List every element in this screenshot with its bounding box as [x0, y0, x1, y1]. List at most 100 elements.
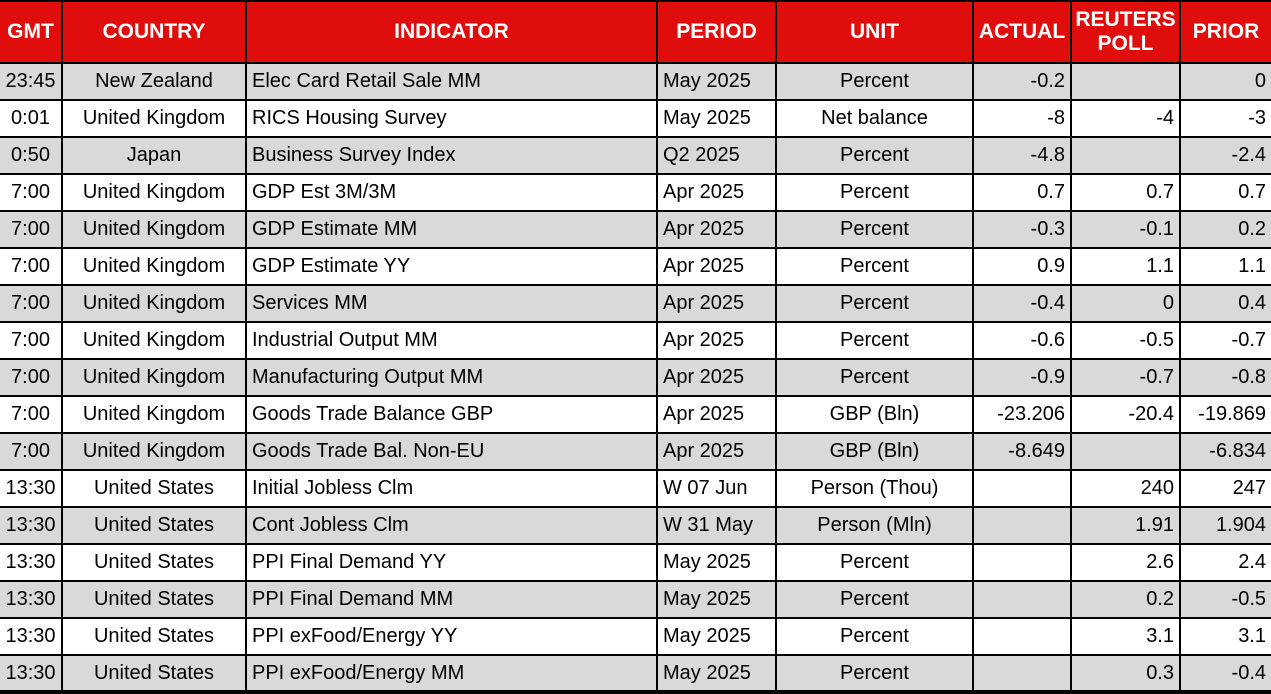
cell-country: United Kingdom: [61, 247, 247, 286]
table-row: 7:00 United Kingdom GDP Estimate MM Apr 202…: [0, 210, 1271, 249]
cell-prior: -0.5: [1179, 580, 1271, 619]
cell-country: United States: [61, 617, 247, 656]
cell-prior: -0.7: [1179, 321, 1271, 360]
cell-unit: Percent: [775, 136, 974, 175]
cell-reuters_poll: -20.4: [1070, 395, 1181, 434]
cell-gmt: 7:00: [0, 247, 63, 286]
cell-unit: Percent: [775, 173, 974, 212]
cell-prior: -0.4: [1179, 654, 1271, 694]
cell-actual: [972, 543, 1072, 582]
cell-unit: Percent: [775, 580, 974, 619]
header-gmt: GMT: [0, 0, 63, 64]
cell-unit: Percent: [775, 284, 974, 323]
cell-reuters_poll: 240: [1070, 469, 1181, 508]
table-row: 0:50 Japan Business Survey Index Q2 2025 Per…: [0, 136, 1271, 175]
cell-unit: Percent: [775, 617, 974, 656]
table-body: 23:45 New Zealand Elec Card Retail Sale MM…: [0, 62, 1271, 694]
cell-period: May 2025: [656, 62, 777, 101]
cell-prior: -19.869: [1179, 395, 1271, 434]
cell-country: United Kingdom: [61, 210, 247, 249]
cell-period: May 2025: [656, 543, 777, 582]
cell-prior: 0.4: [1179, 284, 1271, 323]
cell-period: Apr 2025: [656, 321, 777, 360]
cell-country: United States: [61, 543, 247, 582]
cell-reuters_poll: 2.6: [1070, 543, 1181, 582]
cell-period: May 2025: [656, 617, 777, 656]
header-row: GMT COUNTRY INDICATOR PERIOD UNIT ACTUAL REUTE…: [0, 0, 1271, 64]
cell-country: United Kingdom: [61, 395, 247, 434]
table-header: GMT COUNTRY INDICATOR PERIOD UNIT ACTUAL REUTE…: [0, 0, 1271, 64]
cell-indicator: Business Survey Index: [245, 136, 658, 175]
cell-country: United Kingdom: [61, 284, 247, 323]
cell-indicator: Elec Card Retail Sale MM: [245, 62, 658, 101]
cell-period: W 07 Jun: [656, 469, 777, 508]
header-actual: ACTUAL: [972, 0, 1072, 64]
cell-period: May 2025: [656, 654, 777, 694]
cell-indicator: GDP Est 3M/3M: [245, 173, 658, 212]
cell-indicator: Goods Trade Balance GBP: [245, 395, 658, 434]
cell-prior: -0.8: [1179, 358, 1271, 397]
table-row: 7:00 United Kingdom Industrial Output MM Ap…: [0, 321, 1271, 360]
cell-indicator: RICS Housing Survey: [245, 99, 658, 138]
header-reuters_poll: REUTERS POLL: [1070, 0, 1181, 64]
cell-gmt: 0:01: [0, 99, 63, 138]
cell-country: United Kingdom: [61, 358, 247, 397]
cell-gmt: 13:30: [0, 617, 63, 656]
cell-period: W 31 May: [656, 506, 777, 545]
cell-actual: -23.206: [972, 395, 1072, 434]
table-row: 7:00 United Kingdom Goods Trade Balance GB…: [0, 395, 1271, 434]
cell-indicator: Industrial Output MM: [245, 321, 658, 360]
cell-indicator: PPI exFood/Energy YY: [245, 617, 658, 656]
cell-actual: [972, 469, 1072, 508]
cell-prior: -3: [1179, 99, 1271, 138]
cell-gmt: 7:00: [0, 173, 63, 212]
cell-period: Apr 2025: [656, 210, 777, 249]
cell-actual: -0.9: [972, 358, 1072, 397]
cell-gmt: 13:30: [0, 506, 63, 545]
cell-gmt: 13:30: [0, 469, 63, 508]
cell-actual: -0.3: [972, 210, 1072, 249]
cell-gmt: 7:00: [0, 284, 63, 323]
cell-actual: -0.2: [972, 62, 1072, 101]
table-row: 13:30 United States PPI Final Demand MM May…: [0, 580, 1271, 619]
cell-indicator: PPI Final Demand YY: [245, 543, 658, 582]
cell-reuters_poll: [1070, 62, 1181, 101]
cell-actual: -8.649: [972, 432, 1072, 471]
cell-gmt: 7:00: [0, 358, 63, 397]
cell-unit: GBP (Bln): [775, 432, 974, 471]
table-row: 13:30 United States Initial Jobless Clm W 0…: [0, 469, 1271, 508]
cell-unit: Percent: [775, 543, 974, 582]
cell-gmt: 7:00: [0, 210, 63, 249]
cell-period: Q2 2025: [656, 136, 777, 175]
cell-reuters_poll: 0.7: [1070, 173, 1181, 212]
cell-unit: Percent: [775, 358, 974, 397]
cell-indicator: GDP Estimate MM: [245, 210, 658, 249]
cell-reuters_poll: 1.1: [1070, 247, 1181, 286]
table-row: 7:00 United Kingdom Goods Trade Bal. Non-E…: [0, 432, 1271, 471]
cell-unit: Person (Thou): [775, 469, 974, 508]
cell-period: May 2025: [656, 580, 777, 619]
header-period: PERIOD: [656, 0, 777, 64]
cell-gmt: 13:30: [0, 543, 63, 582]
cell-indicator: PPI Final Demand MM: [245, 580, 658, 619]
cell-unit: GBP (Bln): [775, 395, 974, 434]
cell-gmt: 13:30: [0, 580, 63, 619]
cell-country: United States: [61, 506, 247, 545]
cell-indicator: Services MM: [245, 284, 658, 323]
cell-unit: Net balance: [775, 99, 974, 138]
cell-prior: 3.1: [1179, 617, 1271, 656]
cell-period: Apr 2025: [656, 173, 777, 212]
cell-actual: 0.9: [972, 247, 1072, 286]
cell-period: Apr 2025: [656, 432, 777, 471]
cell-actual: -0.6: [972, 321, 1072, 360]
cell-unit: Person (Mln): [775, 506, 974, 545]
table-row: 7:00 United Kingdom Manufacturing Output M…: [0, 358, 1271, 397]
cell-indicator: Manufacturing Output MM: [245, 358, 658, 397]
cell-reuters_poll: 0.3: [1070, 654, 1181, 694]
header-prior: PRIOR: [1179, 0, 1271, 64]
cell-reuters_poll: [1070, 432, 1181, 471]
cell-reuters_poll: -0.1: [1070, 210, 1181, 249]
table-row: 13:30 United States Cont Jobless Clm W 31 M…: [0, 506, 1271, 545]
cell-prior: 1.904: [1179, 506, 1271, 545]
